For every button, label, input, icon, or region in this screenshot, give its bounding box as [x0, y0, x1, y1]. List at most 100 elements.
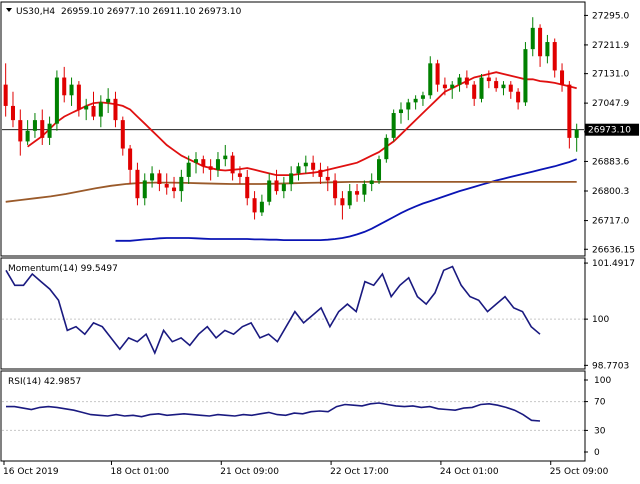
candle	[10, 91, 15, 128]
candle	[98, 95, 103, 128]
candle	[259, 194, 264, 216]
candle	[333, 173, 338, 206]
candle	[47, 116, 52, 145]
ohlc-values: 26959.10 26977.10 26911.10 26973.10	[61, 7, 242, 17]
candle	[40, 109, 45, 145]
time-tick-label: 22 Oct 17:00	[330, 467, 389, 477]
candle	[450, 81, 455, 99]
candle	[186, 155, 191, 185]
panel-frames	[0, 1, 586, 462]
momentum-label: Momentum(14) 99.5497	[8, 264, 118, 274]
candle	[464, 70, 469, 89]
price-tick-label: 26636.15	[592, 245, 635, 255]
momentum-tick-label: 98.7703	[592, 361, 629, 371]
candle	[32, 113, 37, 138]
header: US30,H4 26959.10 26977.10 26911.10 26973…	[6, 7, 242, 17]
candle	[508, 81, 513, 99]
candle	[457, 73, 462, 92]
candlesticks	[3, 17, 579, 220]
candle	[435, 59, 440, 92]
time-tick-label: 18 Oct 01:00	[110, 467, 169, 477]
candle	[479, 73, 484, 103]
candle	[377, 155, 382, 185]
candle	[325, 166, 330, 192]
candle	[84, 98, 89, 121]
time-tick-label: 21 Oct 09:00	[220, 467, 279, 477]
time-tick-label: 25 Oct 09:00	[550, 467, 609, 477]
candle	[62, 66, 67, 103]
candle	[501, 81, 506, 96]
price-tick-label: 27211.9	[592, 41, 629, 51]
current-price-label: 26973.10	[588, 126, 631, 136]
candle	[318, 162, 323, 185]
momentum-line	[5, 265, 541, 356]
candle	[567, 81, 572, 149]
symbol-timeframe: US30,H4	[16, 7, 55, 17]
price-tick-label: 27295.0	[592, 11, 629, 21]
candle	[340, 191, 345, 220]
candle	[135, 162, 140, 206]
candle	[413, 95, 418, 110]
candle	[442, 77, 447, 96]
candle	[69, 77, 74, 106]
price-tick-label: 27131.0	[592, 70, 629, 80]
candle	[384, 134, 389, 163]
candle	[303, 155, 308, 174]
candle	[516, 88, 521, 110]
candle	[472, 81, 477, 106]
price-tick-label: 26717.0	[592, 217, 629, 227]
candle	[274, 169, 279, 195]
candle	[267, 173, 272, 206]
rsi-label: RSI(14) 42.9857	[8, 377, 81, 387]
candle	[172, 176, 177, 199]
candle	[347, 184, 352, 209]
ma-fast-line	[27, 71, 577, 177]
candle	[574, 123, 579, 152]
candle	[289, 166, 294, 192]
candle	[311, 155, 316, 177]
candle	[215, 152, 220, 177]
candle	[523, 42, 528, 106]
candle	[157, 169, 162, 192]
price-tick-label: 27047.9	[592, 99, 629, 109]
moving-averages	[5, 71, 578, 242]
candle	[230, 152, 235, 181]
candle	[18, 109, 23, 156]
candle	[296, 162, 301, 181]
momentum-tick-label: 100	[592, 315, 609, 325]
candle	[128, 144, 133, 185]
price-tick-label: 26800.3	[592, 187, 629, 197]
candle	[355, 184, 360, 202]
candle	[398, 102, 403, 124]
candle	[164, 173, 169, 195]
candle	[91, 91, 96, 121]
candle	[530, 17, 535, 57]
candle	[201, 155, 206, 174]
candle	[369, 173, 374, 192]
collapse-triangle-icon[interactable]	[6, 8, 12, 12]
candle	[54, 70, 59, 131]
candle	[150, 166, 155, 188]
rsi-tick-label: 70	[594, 398, 606, 408]
candle	[281, 176, 286, 199]
candle	[142, 173, 147, 206]
momentum-tick-label: 101.4917	[592, 259, 635, 269]
candle	[545, 34, 550, 64]
candle	[406, 98, 411, 121]
candle	[179, 169, 184, 202]
rsi-panel: 100 70 30 0	[2, 376, 611, 458]
candle	[486, 70, 491, 89]
time-axis: 16 Oct 2019 18 Oct 01:00 21 Oct 09:00 22 Oc…	[3, 461, 609, 477]
candle	[245, 169, 250, 206]
candle	[223, 144, 228, 167]
candle	[25, 120, 30, 145]
candle	[552, 38, 557, 78]
momentum-panel: 101.4917 100 98.7703	[2, 259, 635, 371]
candle	[76, 81, 81, 117]
time-tick-label: 24 Oct 01:00	[440, 467, 499, 477]
candle	[208, 159, 213, 181]
price-tick-label: 26883.6	[592, 157, 629, 167]
candle	[120, 116, 125, 156]
